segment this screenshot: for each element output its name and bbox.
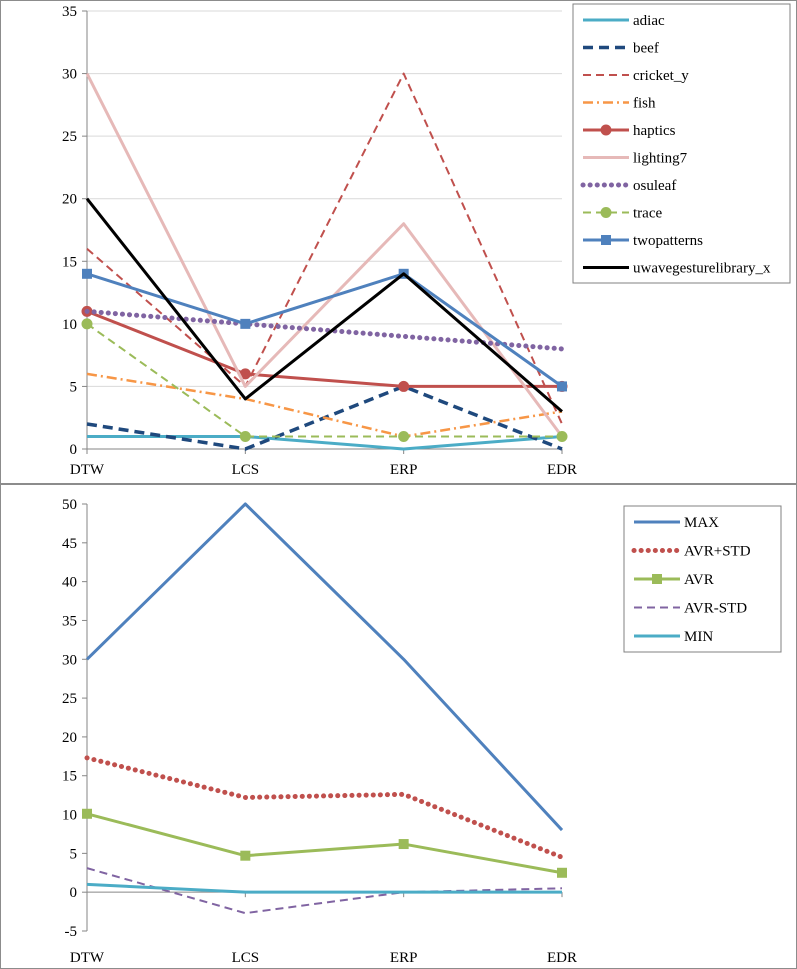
chart-a: 0 5 10 15 20 25 30 35 DTW LCS ERP EDR adiac beef crick… [0,0,797,484]
x-tick-label: DTW [70,950,105,966]
data-point [82,268,92,279]
y-tick-label: 50 [62,497,77,513]
y-tick-label: 20 [62,192,77,208]
legend-marker [601,235,611,245]
y-tick-label: 10 [62,317,77,333]
series-line [86,812,563,875]
legend-label: fish [633,96,656,112]
series-avr-std [84,755,565,860]
data-point [398,839,409,850]
legend-label: haptics [633,123,676,139]
series-line [86,323,562,438]
legend-label: cricket_y [633,68,689,84]
y-tick-label: 20 [62,730,77,746]
y-tick-label: 45 [62,536,77,552]
series-avr-std [86,867,563,915]
y-tick-label: 30 [62,67,77,83]
y-tick-label: 25 [62,691,77,707]
y-tick-label: 0 [70,442,78,458]
series-fish [86,372,563,438]
legend: MAX AVR+STD AVR AVR-STD MIN [623,505,782,653]
legend-item-avr-std: AVR+STD [631,544,751,560]
y-tick-label: 40 [62,575,77,591]
legend-item-beef: beef [583,41,659,57]
data-point [398,430,410,442]
legend-label: trace [633,206,662,222]
legend-item-haptics: haptics [583,123,676,139]
data-point [557,867,567,878]
series-line [85,502,564,832]
legend-item-avr-std: AVR-STD [634,601,747,617]
x-tick-label: LCS [232,462,260,478]
legend-item-uwavegesturelibrary-x: uwavegesturelibrary_x [583,261,771,277]
legend-item-min: MIN [634,629,713,645]
series-avr [82,808,567,878]
data-point [557,381,567,392]
data-point [239,430,251,442]
legend-item-max: MAX [634,515,719,531]
series-max [85,502,564,832]
data-point [82,808,92,819]
legend-item-lighting7: lighting7 [583,151,688,167]
data-point [240,318,251,329]
legend-item-avr: AVR [634,572,714,588]
legend-item-twopatterns: twopatterns [583,233,703,249]
x-tick-label: EDR [547,462,577,478]
legend-label: uwavegesturelibrary_x [633,261,771,277]
series-line [86,309,562,388]
series-uwavegesturelibrary-x [85,197,563,413]
legend-item-adiac: adiac [583,13,665,29]
series-line [85,197,563,413]
series-line [86,882,562,894]
y-tick-label: 0 [70,885,78,901]
series-line [84,755,565,860]
data-point [81,318,93,330]
x-tick-label: LCS [232,950,260,966]
y-tick-label: 10 [62,808,77,824]
legend-label: beef [633,41,659,57]
series-line [86,372,563,438]
x-tick-label: DTW [70,462,105,478]
legend-label: AVR [684,572,714,588]
data-point [240,850,251,861]
series-line [86,867,563,915]
y-tick-label: -5 [65,924,78,940]
legend-marker [600,207,612,218]
data-point [239,368,251,380]
legend-item-fish: fish [583,96,656,112]
y-tick-label: 30 [62,652,77,668]
y-tick-label: 35 [62,4,77,20]
legend-label: MAX [684,515,719,531]
chart-b: -5 0 5 10 15 20 25 30 35 40 45 50 DTW LCS ERP EDR MAX AVR… [0,484,797,969]
x-tick-label: ERP [390,462,418,478]
y-tick-label: 5 [70,846,78,862]
legend-item-cricket-y: cricket_y [583,68,689,84]
legend-label: twopatterns [633,233,703,249]
legend-item-osuleaf: osuleaf [580,178,676,194]
y-tick-label: 15 [62,769,77,785]
series-trace [81,318,568,442]
series-min [86,882,562,894]
data-point [556,430,568,442]
legend-label: MIN [684,629,713,645]
x-tick-label: ERP [390,950,418,966]
legend-label: adiac [633,13,665,29]
data-point [398,380,410,392]
y-tick-label: 5 [70,379,78,395]
y-tick-label: 35 [62,613,77,629]
legend-label: lighting7 [633,151,688,167]
x-tick-label: EDR [547,950,577,966]
legend-label: AVR+STD [684,544,751,560]
legend-label: osuleaf [633,178,676,194]
legend-marker [652,574,662,584]
legend-marker [600,124,612,136]
legend-item-trace: trace [583,206,662,222]
legend-label: AVR-STD [684,601,747,617]
y-tick-label: 15 [62,254,77,270]
y-tick-label: 25 [62,129,77,145]
